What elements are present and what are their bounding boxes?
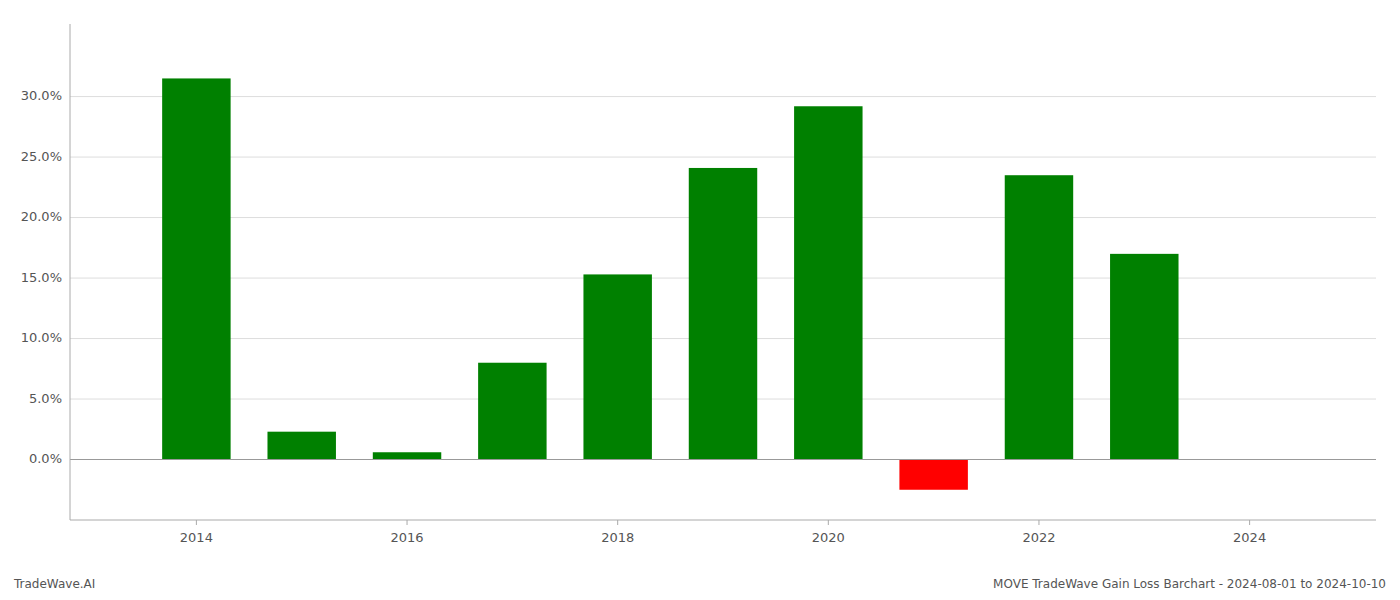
bar [1005,175,1073,459]
x-axis: 2014 2016 2018 2020 2022 2024 [180,520,1266,545]
grid-line [70,157,1376,158]
bar [794,106,862,459]
chart-container: 0.0%5.0%10.0%15.0%20.0%25.0%30.0%2014201… [0,0,1400,600]
zero-line [70,459,1376,460]
y-tick-label: 0.0% [29,451,62,466]
x-tick-label: 2016 [390,530,423,545]
y-tick-label: 25.0% [21,149,62,164]
y-tick-label: 5.0% [29,391,62,406]
y-tick-label: 15.0% [21,270,62,285]
bar [899,460,967,490]
y-tick-label: 20.0% [21,209,62,224]
x-tick [1038,520,1039,525]
x-axis-line [70,520,1376,521]
x-tick-label: 2018 [601,530,634,545]
bar [689,168,757,460]
grid-line [70,96,1376,97]
x-tick [1249,520,1250,525]
bar [373,452,441,459]
x-tick-label: 2020 [812,530,845,545]
footer-right: MOVE TradeWave Gain Loss Barchart - 2024… [993,577,1386,591]
bar [1110,254,1178,460]
bar [267,432,335,460]
y-tick-label: 10.0% [21,330,62,345]
x-tick-label: 2014 [180,530,213,545]
y-tick-label: 30.0% [21,88,62,103]
bar [583,274,651,459]
y-axis-line [70,24,71,520]
x-tick [407,520,408,525]
y-axis: 0.0% 5.0% 10.0% 15.0% 20.0% 25.0% 30.0% [21,88,62,466]
x-tick [196,520,197,525]
bar [162,78,230,459]
x-tick-label: 2024 [1233,530,1266,545]
x-tick [828,520,829,525]
grid-line [70,459,1376,460]
x-tick-label: 2022 [1022,530,1055,545]
chart: 0.0%5.0%10.0%15.0%20.0%25.0%30.0%2014201… [0,0,1400,600]
x-tick [617,520,618,525]
bars [162,78,1178,489]
grid [70,97,1376,460]
bar [478,363,546,460]
footer-left: TradeWave.AI [13,577,95,591]
